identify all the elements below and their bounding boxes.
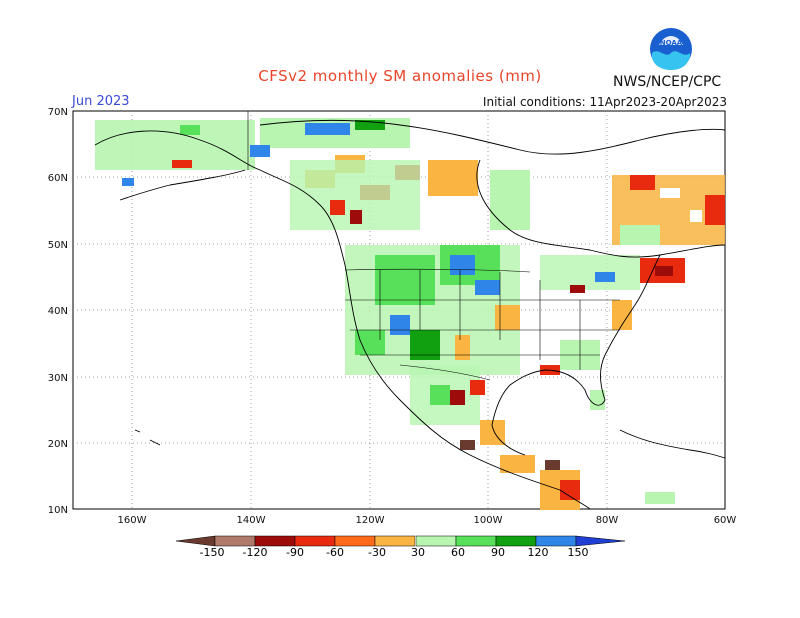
lat-label: 60N [48, 173, 68, 184]
lon-label: 160W [118, 515, 147, 526]
lat-label: 30N [48, 373, 68, 384]
agency-label: NWS/NCEP/CPC [613, 74, 722, 90]
lat-label: 20N [48, 439, 68, 450]
colorbar-arrow-left [175, 535, 216, 547]
colorbar-label: -60 [326, 546, 344, 559]
lon-label: 60W [714, 515, 737, 526]
colorbar-label: 150 [568, 546, 589, 559]
colorbar-label: -30 [368, 546, 386, 559]
map-title: CFSv2 monthly SM anomalies (mm) [258, 67, 542, 85]
lon-labels: 160W 140W 120W 100W 80W 60W [118, 515, 737, 526]
logo-text: NOAA [660, 39, 683, 47]
colorbar-label: -90 [286, 546, 304, 559]
lat-label: 70N [48, 107, 68, 118]
lon-label: 80W [596, 515, 619, 526]
colorbar-label: -120 [243, 546, 268, 559]
graticule [73, 111, 725, 509]
colorbar-arrow-right [575, 535, 626, 547]
noaa-logo-icon: NOAA [650, 28, 692, 70]
lon-label: 120W [356, 515, 385, 526]
colorbar: -150 -120 -90 -60 -30 30 60 90 120 150 [175, 535, 626, 559]
colorbar-label: 60 [451, 546, 465, 559]
colorbar-label: -150 [200, 546, 225, 559]
lat-label: 50N [48, 240, 68, 251]
lon-label: 100W [474, 515, 503, 526]
colorbar-label: 30 [411, 546, 425, 559]
lat-label: 10N [48, 505, 68, 516]
lon-label: 140W [237, 515, 266, 526]
colorbar-label: 90 [491, 546, 505, 559]
anomaly-shading [95, 118, 725, 510]
coastlines [94, 120, 726, 510]
political-borders [247, 111, 620, 381]
forecast-month: Jun 2023 [72, 94, 130, 109]
lat-labels: 70N 60N 50N 40N 30N 20N 10N [48, 107, 68, 516]
colorbar-label: 120 [528, 546, 549, 559]
lat-label: 40N [48, 306, 68, 317]
initial-conditions: Initial conditions: 11Apr2023-20Apr2023 [482, 95, 727, 109]
